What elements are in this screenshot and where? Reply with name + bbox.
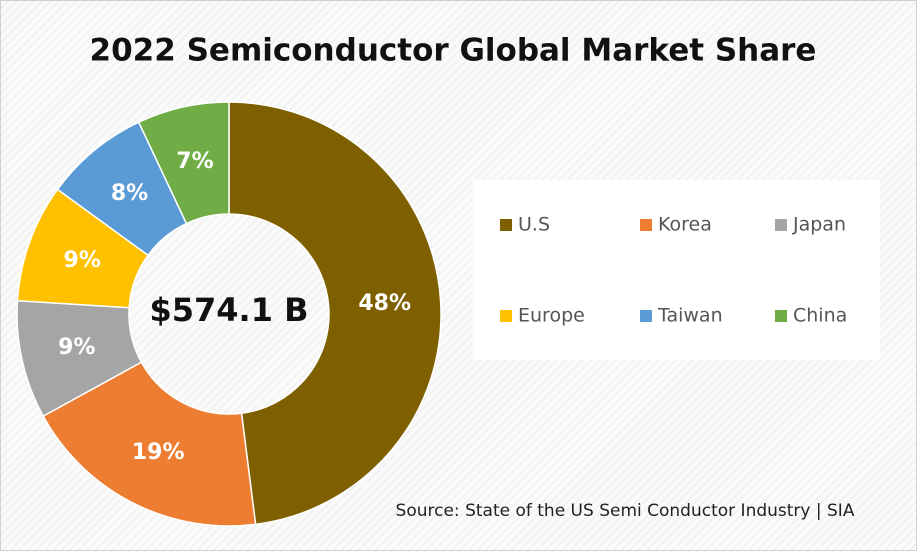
data-label: 9% xyxy=(58,335,95,360)
legend-swatch xyxy=(640,219,652,231)
legend-label: China xyxy=(793,305,847,327)
source-note: Source: State of the US Semi Conductor I… xyxy=(396,501,855,521)
legend-label: Korea xyxy=(658,214,712,236)
legend-label: Taiwan xyxy=(657,305,723,327)
legend-label: Europe xyxy=(518,305,585,327)
donut-slice xyxy=(42,361,257,527)
legend-label: Japan xyxy=(792,214,846,236)
donut-slice xyxy=(137,101,230,225)
legend-swatch xyxy=(775,310,787,322)
data-label: 9% xyxy=(64,248,101,273)
legend-swatch xyxy=(775,219,787,231)
legend-swatch xyxy=(500,310,512,322)
data-label: 19% xyxy=(132,440,185,465)
legend-box xyxy=(473,180,880,360)
center-label: $574.1 B xyxy=(149,291,308,329)
chart-title: 2022 Semiconductor Global Market Share xyxy=(90,33,817,69)
data-label: 7% xyxy=(176,149,213,174)
legend-swatch xyxy=(500,219,512,231)
legend-swatch xyxy=(640,310,652,322)
data-label: 8% xyxy=(111,181,148,206)
legend-label: U.S xyxy=(518,214,550,236)
donut-slice xyxy=(228,101,442,526)
data-label: 48% xyxy=(358,291,411,316)
